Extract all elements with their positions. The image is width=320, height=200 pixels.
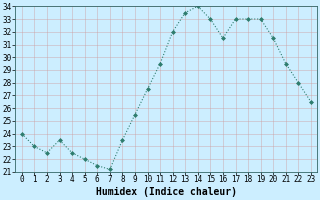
X-axis label: Humidex (Indice chaleur): Humidex (Indice chaleur) bbox=[96, 187, 237, 197]
